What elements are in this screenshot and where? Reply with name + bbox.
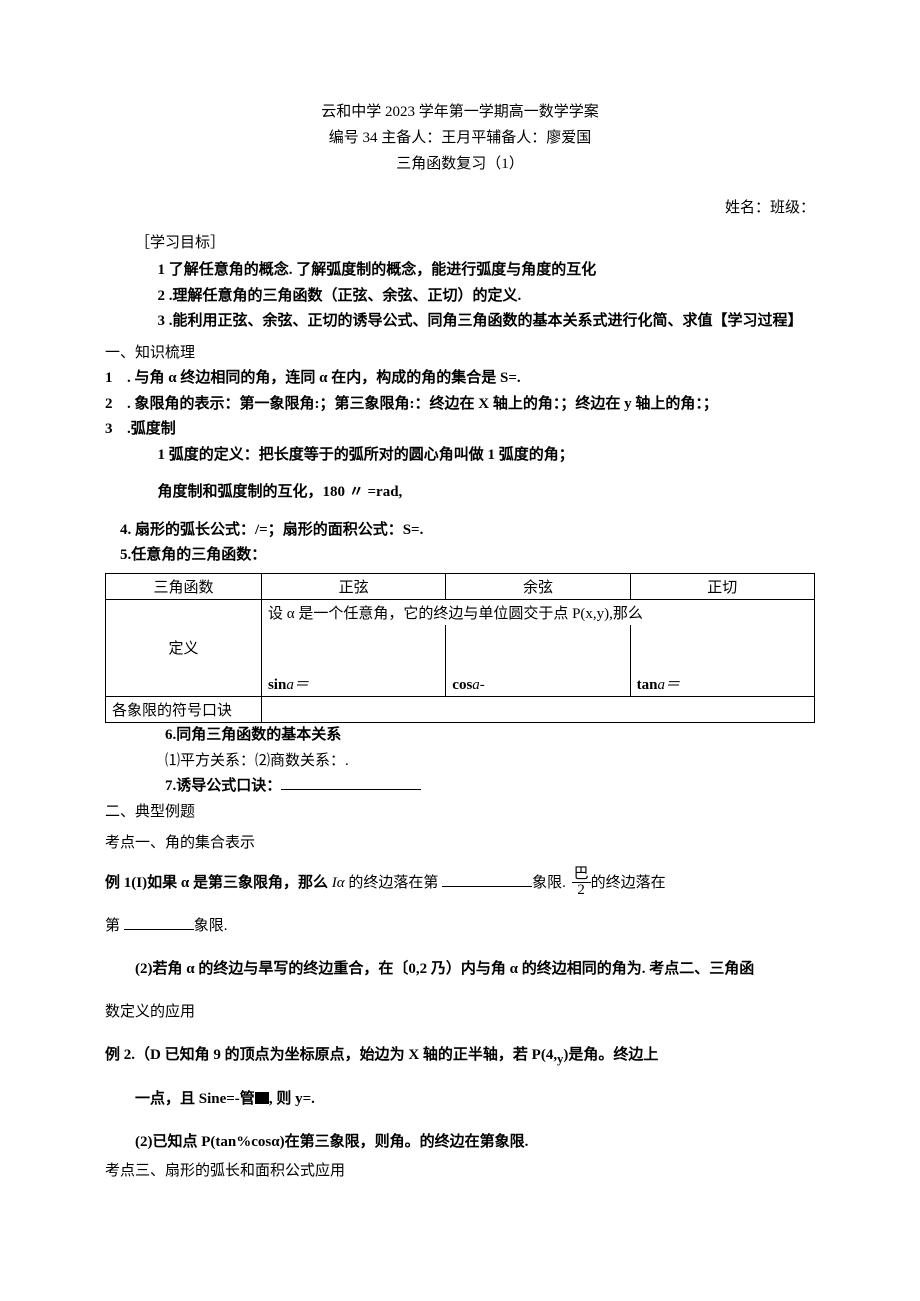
table-span-row: 定义 设 α 是一个任意角，它的终边与单位圆交于点 P(x,y),那么: [106, 599, 815, 625]
table-sign-row: 各象限的符号口诀: [106, 697, 815, 723]
th-trig: 三角函数: [106, 573, 262, 599]
ex2-pre: 例 2.（D 已知角 9 的顶点为坐标原点，始边为 X 轴的正半轴，若 P(4,: [105, 1047, 557, 1063]
objective-text-3: .能利用正弦、余弦、正切的诱导公式、同角三角函数的基本关系式进行化简、求值【学习…: [165, 313, 803, 329]
table-header-row: 三角函数 正弦 余弦 正切: [106, 573, 815, 599]
ex1-frac: 巴2: [572, 867, 591, 900]
radian-def: 1 弧度的定义：把长度等于的弧所对的圆心角叫做 1 弧度的角；: [105, 443, 815, 469]
ex1-l2-pre: 第: [105, 918, 124, 934]
td-cos: cosa-: [446, 625, 630, 697]
kp-1: 考点一、角的集合表示: [105, 831, 815, 857]
blank-ex1-b: [124, 929, 194, 930]
cos-label: cos: [452, 677, 472, 693]
ex1-tail: 的终边落在: [591, 875, 666, 891]
arc-formula: 4. 扇形的弧长公式：/=；扇形的面积公式：S=.: [105, 518, 815, 544]
ex2-l2: 一点，且 Sine=-管: [135, 1091, 255, 1107]
header-line-2: 编号 34 主备人：王月平辅备人：廖爱国: [105, 126, 815, 150]
th-tan: 正切: [630, 573, 814, 599]
ex1-pre: 例 1(I)如果 α 是第三象限角，那么: [105, 875, 332, 891]
blank-induction: [281, 789, 421, 790]
kp-3: 考点三、扇形的弧长和面积公式应用: [105, 1159, 815, 1185]
knowledge-heading: 一、知识梳理: [105, 341, 815, 367]
objective-item-2: 2 .理解任意角的三角函数（正弦、余弦、正切）的定义.: [105, 284, 815, 310]
ex1-frac-top: 巴: [572, 867, 591, 883]
objective-text-2: .理解任意角的三角函数（正弦、余弦、正切）的定义.: [165, 288, 521, 304]
knowledge-text-2: . 象限角的表示：第一象限角:；第三象限角:：终边在 X 轴上的角：；终边在 y…: [127, 392, 815, 418]
example-2-line1: 例 2.（D 已知角 9 的顶点为坐标原点，始边为 X 轴的正半轴，若 P(4,…: [105, 1039, 815, 1074]
example-2-line2: 一点，且 Sine=-管 , 则 y=.: [105, 1083, 815, 1116]
example-2-2: (2)已知点 P(tan%cosα)在第三象限，则角。的终边在第象限.: [105, 1126, 815, 1159]
same-angle-sub: ⑴平方关系：⑵商数关系：.: [105, 749, 815, 775]
example-1-2: (2)若角 α 的终边与旱写的终边重合，在〔0,2 乃）内与角 α 的终边相同的…: [105, 953, 815, 986]
td-sign-empty: [261, 697, 814, 723]
knowledge-item-2: 2 . 象限角的表示：第一象限角:；第三象限角:：终边在 X 轴上的角：；终边在…: [105, 392, 815, 418]
td-span-text: 设 α 是一个任意角，它的终边与单位圆交于点 P(x,y),那么: [261, 599, 814, 625]
ex1-frac-bot: 2: [572, 883, 591, 898]
th-sin: 正弦: [261, 573, 445, 599]
black-box-icon: [255, 1092, 269, 1104]
header-line-1: 云和中学 2023 学年第一学期高一数学学案: [105, 100, 815, 124]
example-1-2-tail: 数定义的应用: [105, 996, 815, 1029]
ex1-ia: Iα: [332, 875, 345, 891]
item7-label: 7.诱导公式口诀：: [165, 778, 281, 794]
induction-formula: 7.诱导公式口诀：: [105, 774, 815, 800]
ex1-after: 象限.: [532, 875, 570, 891]
sin-a: a＝: [286, 677, 309, 693]
td-sin: sina＝: [261, 625, 445, 697]
td-sign-label: 各象限的符号口诀: [106, 697, 262, 723]
blank-ex1-a: [442, 886, 532, 887]
same-angle-relation: 6.同角三角函数的基本关系: [105, 723, 815, 749]
cos-a: a-: [472, 677, 485, 693]
knowledge-item-1: 1 . 与角 α 终边相同的角，连同 α 在内，构成的角的集合是 S=.: [105, 366, 815, 392]
knowledge-text-1: . 与角 α 终边相同的角，连同 α 在内，构成的角的集合是 S=.: [127, 366, 815, 392]
ex2-mid: )是角。终边上: [563, 1047, 658, 1063]
objective-item-1: 1 了解任意角的概念. 了解弧度制的概念，能进行弧度与角度的互化: [105, 258, 815, 284]
example-1-line2: 第 象限.: [105, 910, 815, 943]
sin-label: sin: [268, 677, 286, 693]
objective-item-3-wrap: 3 .能利用正弦、余弦、正切的诱导公式、同角三角函数的基本关系式进行化简、求值【…: [143, 309, 816, 335]
ex1-mid: 的终边落在第: [345, 875, 443, 891]
knowledge-num-2: 2: [105, 392, 127, 418]
radian-convert: 角度制和弧度制的互化，180 〃 =rad,: [105, 480, 815, 506]
tan-a: a＝: [657, 677, 680, 693]
ex1-l2-post: 象限.: [194, 918, 228, 934]
th-cos: 余弦: [446, 573, 630, 599]
knowledge-text-3: .弧度制: [127, 417, 815, 443]
td-tan: tana＝: [630, 625, 814, 697]
knowledge-num-1: 1: [105, 366, 127, 392]
name-class-label: 姓名：班级：: [105, 196, 815, 217]
knowledge-num-3: 3: [105, 417, 127, 443]
trig-table: 三角函数 正弦 余弦 正切 定义 设 α 是一个任意角，它的终边与单位圆交于点 …: [105, 573, 815, 724]
objectives-heading: ［学习目标］: [105, 231, 815, 252]
examples-heading: 二、典型例题: [105, 800, 815, 826]
header-line-3: 三角函数复习（1）: [105, 152, 815, 176]
objective-num-2: 2: [158, 288, 166, 304]
trig-any-angle: 5.任意角的三角函数：: [105, 543, 815, 569]
objective-num-3: 3: [158, 313, 166, 329]
example-1-line1: 例 1(I)如果 α 是第三象限角，那么 Iα 的终边落在第 象限. 巴2的终边…: [105, 867, 815, 900]
ex2-l2-post: , 则 y=.: [269, 1091, 315, 1107]
knowledge-item-3: 3 .弧度制: [105, 417, 815, 443]
tan-label: tan: [637, 677, 658, 693]
td-def-label: 定义: [106, 599, 262, 697]
